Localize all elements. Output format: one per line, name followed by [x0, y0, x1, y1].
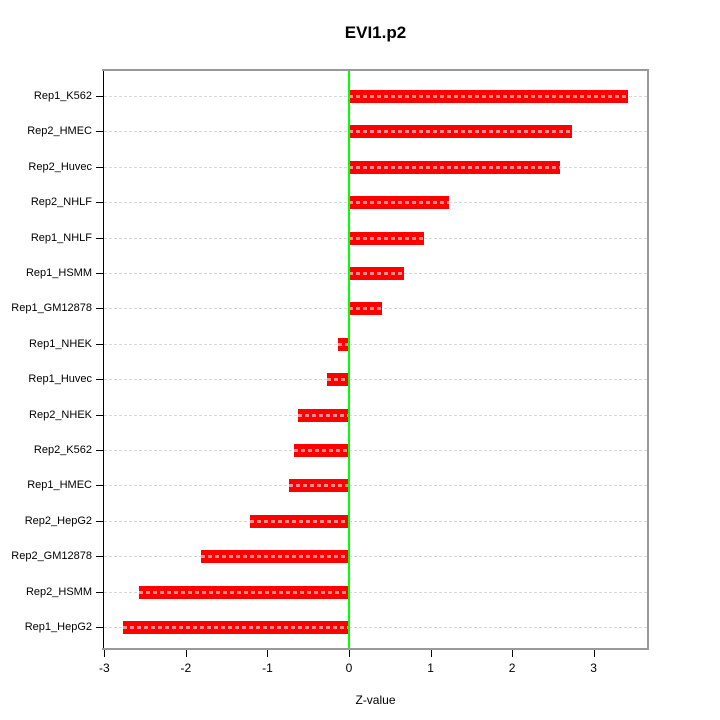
gridline — [104, 556, 647, 558]
chart-title: EVI1.p2 — [344, 23, 407, 42]
zero-line — [348, 71, 350, 648]
bar — [288, 479, 349, 493]
y-axis-line — [103, 71, 104, 648]
x-tick-label: 1 — [427, 661, 434, 675]
bar-dash-pattern — [349, 165, 561, 169]
category-label: Rep1_Huvec — [28, 373, 92, 386]
category-label: Rep1_NHEK — [29, 337, 92, 350]
category-label: Rep1_HSMM — [25, 267, 92, 279]
x-tick — [185, 650, 187, 657]
category-label: Rep1_HMEC — [27, 479, 92, 492]
y-tick — [96, 308, 103, 310]
y-tick — [96, 273, 103, 274]
bar-dash-pattern — [298, 413, 349, 417]
y-tick — [96, 166, 103, 168]
bar — [298, 408, 349, 422]
gridline — [104, 627, 647, 628]
plot-area — [103, 71, 648, 648]
y-tick — [96, 556, 103, 558]
bar-dash-pattern — [249, 519, 349, 523]
bar — [349, 196, 450, 210]
category-label: Rep2_Huvec — [28, 160, 92, 173]
plot-border-top — [102, 69, 649, 71]
bar-dash-pattern — [349, 236, 425, 240]
gridline — [104, 450, 647, 451]
bar — [349, 90, 628, 103]
x-tick — [349, 650, 350, 657]
y-tick — [96, 237, 103, 239]
bar-dash-pattern — [201, 555, 349, 559]
bar — [201, 550, 349, 564]
category-label: Rep2_HSMM — [25, 585, 92, 598]
plot-border-right — [647, 69, 649, 650]
bar-dash-pattern — [288, 484, 349, 488]
y-tick — [96, 202, 103, 204]
category-label: Rep2_NHLF — [30, 196, 92, 209]
bar — [294, 444, 349, 457]
y-tick — [96, 450, 103, 451]
bar — [349, 267, 404, 280]
category-label: Rep2_HepG2 — [24, 514, 92, 527]
x-tick-label: 3 — [590, 661, 597, 675]
y-tick — [96, 520, 103, 522]
category-label: Rep1_HepG2 — [24, 621, 92, 633]
x-tick — [267, 650, 269, 657]
gridline — [104, 343, 647, 345]
y-tick — [96, 414, 103, 416]
bar — [326, 373, 349, 387]
y-tick — [96, 485, 103, 487]
bar — [249, 514, 349, 528]
x-tick-label: -3 — [99, 661, 110, 675]
x-tick — [430, 650, 432, 657]
gridline — [104, 414, 647, 416]
y-tick — [96, 343, 103, 345]
bar — [349, 125, 573, 139]
bar-dash-pattern — [349, 95, 628, 98]
bar-dash-pattern — [349, 307, 383, 311]
x-axis-label: Z-value — [355, 693, 396, 707]
bar — [349, 302, 383, 316]
gridline — [104, 485, 647, 487]
bar-dash-pattern — [337, 342, 349, 346]
bar-dash-pattern — [139, 590, 349, 594]
x-tick-label: 2 — [508, 661, 516, 675]
x-tick-label: -2 — [180, 661, 192, 675]
bar — [139, 585, 349, 599]
bar-dash-pattern — [349, 201, 450, 205]
y-tick — [96, 131, 103, 133]
y-tick — [96, 96, 103, 97]
bar — [349, 160, 561, 174]
gridline — [104, 379, 647, 381]
category-label: Rep1_NHLF — [30, 231, 92, 244]
bar-dash-pattern — [123, 626, 349, 629]
category-label: Rep1_K562 — [33, 90, 92, 102]
category-label: Rep2_GM12878 — [11, 550, 92, 563]
bar-dash-pattern — [294, 449, 349, 452]
y-tick — [96, 627, 103, 628]
category-label: Rep1_GM12878 — [11, 302, 92, 315]
gridline — [104, 520, 647, 522]
x-tick — [512, 650, 514, 657]
bar — [123, 621, 349, 634]
category-label: Rep2_K562 — [33, 444, 92, 456]
category-label: Rep2_HMEC — [27, 125, 92, 138]
bar-dash-pattern — [349, 130, 573, 134]
x-tick-label: 0 — [345, 661, 353, 675]
bar — [337, 337, 349, 351]
x-tick-label: -1 — [262, 661, 273, 675]
bar-dash-pattern — [326, 378, 349, 382]
x-tick — [104, 650, 106, 657]
category-label: Rep2_NHEK — [29, 408, 92, 421]
bar-dash-pattern — [349, 272, 404, 275]
x-tick — [593, 650, 595, 657]
plot-border-bottom — [102, 648, 649, 650]
y-tick — [96, 379, 103, 381]
gridline — [104, 591, 647, 593]
y-tick — [96, 591, 103, 593]
bar — [349, 231, 425, 245]
